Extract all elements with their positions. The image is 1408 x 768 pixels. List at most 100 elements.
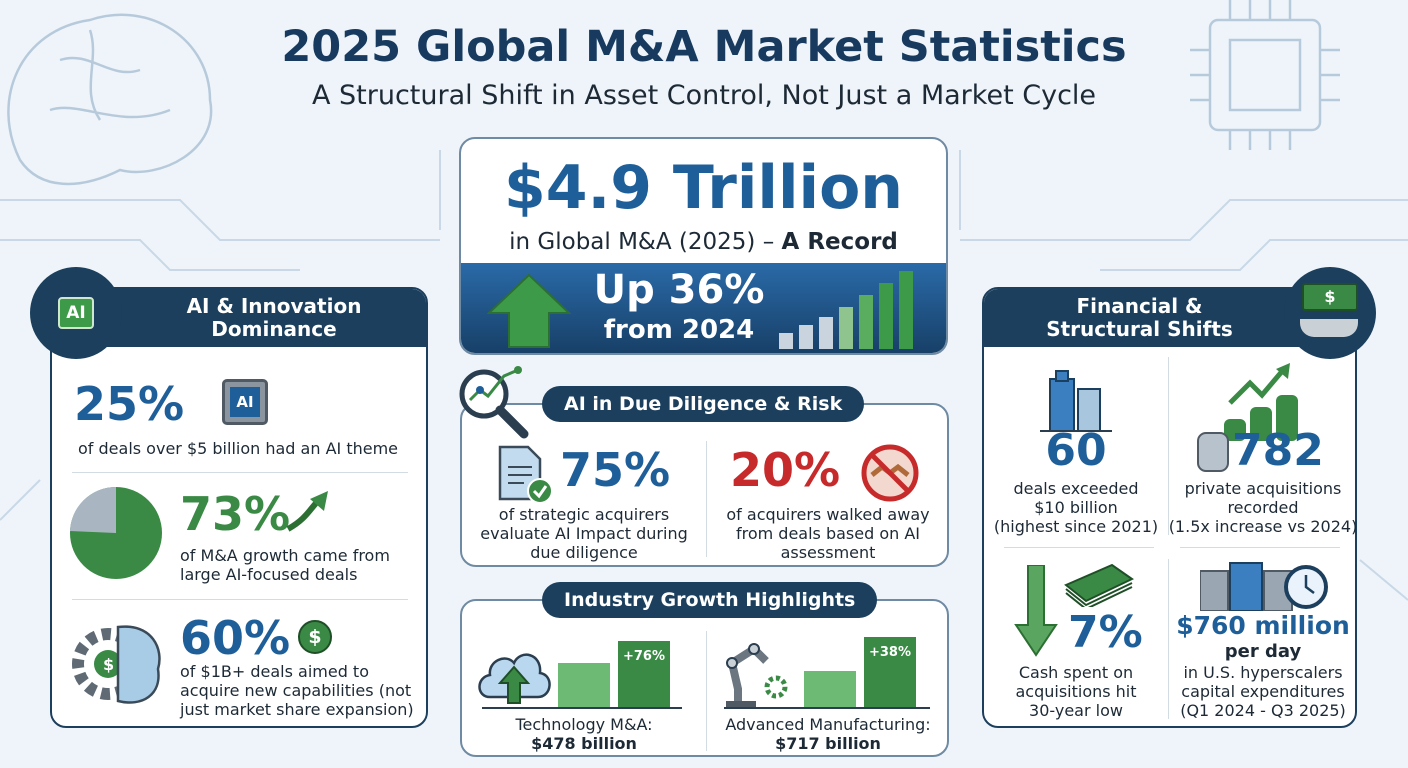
stat-75-line2: evaluate AI Impact during <box>480 524 688 543</box>
stat-75-line1: of strategic acquirers <box>498 505 670 524</box>
due-diligence-card: 75% of strategic acquirers evaluate AI I… <box>460 403 949 567</box>
stat-73-value: 73% <box>180 487 291 541</box>
ai-panel-title-1: AI & Innovation <box>186 294 362 318</box>
stat-760-line1: in U.S. hyperscalers <box>1183 663 1343 682</box>
stat-73-text: of M&A growth came from large AI-focused… <box>180 546 390 584</box>
stat-7-value: 7% <box>1068 607 1143 658</box>
up-arrow-icon <box>487 273 571 348</box>
robot-arm-icon <box>726 643 788 707</box>
stat-760-line2: capital expenditures <box>1181 682 1345 701</box>
stat-60-deals-line3: (highest since 2021) <box>993 517 1159 536</box>
pie-chart-icon <box>70 486 162 579</box>
cloud-upload-icon <box>478 653 551 704</box>
stat-760-line3: (Q1 2024 - Q3 2025) <box>1180 701 1346 720</box>
stat-760-text: in U.S. hyperscalers capital expenditure… <box>1168 663 1358 720</box>
stat-60-value: 60% <box>180 611 291 665</box>
svg-text:$: $ <box>103 655 114 674</box>
due-diligence-title: AI in Due Diligence & Risk <box>542 386 865 422</box>
stat-60-text: of $1B+ deals aimed to acquire new capab… <box>180 662 414 719</box>
mfg-bar-2025: +38% <box>864 637 916 707</box>
data-center-clock-icon <box>1200 562 1328 611</box>
financial-shifts-panel: Financial & Structural Shifts $ 60 deals… <box>982 267 1376 728</box>
no-handshake-icon <box>861 444 919 502</box>
stat-60-deals-text: deals exceeded $10 billion (highest sinc… <box>984 479 1168 536</box>
stat-20-value: 20% <box>730 443 841 497</box>
divider <box>1168 559 1169 719</box>
stat-60-deals-line2: $10 billion <box>1034 498 1118 517</box>
stat-73-line1: of M&A growth came from <box>180 546 390 565</box>
tech-bar-2025: +76% <box>618 641 670 707</box>
stat-760-sub: per day <box>1224 641 1302 662</box>
hero-caption-text: in Global M&A (2025) – <box>509 229 782 255</box>
coins-growth-icon <box>1224 363 1298 441</box>
stat-7-line2: acquisitions hit <box>1015 682 1137 701</box>
stat-782-text: private acquisitions recorded (1.5x incr… <box>1168 479 1358 536</box>
skyscrapers-icon <box>1040 370 1112 432</box>
stat-20-line3: assessment <box>780 543 876 562</box>
stat-782-line3: (1.5x increase vs 2024) <box>1168 517 1358 536</box>
tech-bar-2024 <box>558 663 610 707</box>
ai-chip-label: AI <box>230 387 260 417</box>
stat-7-line3: 30-year low <box>1029 701 1123 720</box>
ai-circuit-badge-icon: AI <box>30 267 122 359</box>
ai-chip-icon: AI <box>222 379 268 425</box>
ai-panel-title-2: Dominance <box>211 317 337 341</box>
hero-caption: in Global M&A (2025) – A Record <box>461 229 946 255</box>
divider <box>706 441 707 557</box>
ai-innovation-panel: AI & Innovation Dominance AI 25% AI of d… <box>30 267 428 728</box>
hero-growth-band: Up 36% from 2024 <box>461 263 946 353</box>
trend-up-arrow-icon <box>286 491 328 532</box>
stat-782-line1: private acquisitions <box>1184 479 1342 498</box>
financial-panel-title-2: Structural Shifts <box>1046 317 1233 341</box>
coin-stack-icon <box>1197 432 1229 472</box>
bar-chart-icon <box>779 271 913 349</box>
hero-value: $4.9 Trillion <box>503 153 904 223</box>
stat-60-deals-line1: deals exceeded <box>1013 479 1139 498</box>
baseline <box>482 707 682 709</box>
gear-brain-icon: $ <box>72 625 161 704</box>
page-subtitle: A Structural Shift in Asset Control, Not… <box>311 80 1097 111</box>
hero-card: $4.9 Trillion in Global M&A (2025) – A R… <box>459 137 948 355</box>
mfg-value: $717 billion <box>775 734 881 753</box>
stat-60-line2: acquire new capabilities (not <box>180 681 412 700</box>
document-check-icon <box>498 445 553 504</box>
divider <box>1004 547 1154 548</box>
stat-73-line2: large AI-focused deals <box>180 565 358 584</box>
baseline <box>724 707 930 709</box>
tech-label: Technology M&A: <box>515 715 653 734</box>
stat-7-line1: Cash spent on <box>1018 663 1134 682</box>
stat-782-line2: recorded <box>1227 498 1299 517</box>
hero-caption-bold: A Record <box>781 229 898 255</box>
stat-75-text: of strategic acquirers evaluate AI Impac… <box>462 505 706 562</box>
financial-panel-title-1: Financial & <box>1076 294 1203 318</box>
divider <box>72 599 408 600</box>
money-hand-icon: $ <box>1284 267 1376 359</box>
growth-subtext: from 2024 <box>603 315 755 345</box>
growth-value: Up 36% <box>593 267 765 313</box>
stat-75-line3: due diligence <box>530 543 638 562</box>
industry-growth-card: +76% Technology M&A: $478 billion +38% A… <box>460 599 949 757</box>
tech-value: $478 billion <box>531 734 637 753</box>
chip-decoration-icon <box>1190 0 1340 150</box>
cash-stack-icon <box>1064 563 1134 607</box>
stat-60-deals-value: 60 <box>1045 425 1107 476</box>
stat-60-line1: of $1B+ deals aimed to <box>180 662 369 681</box>
stat-60-line3: just market share expansion) <box>180 700 414 719</box>
page-title: 2025 Global M&A Market Statistics <box>281 22 1127 72</box>
stat-25-value: 25% <box>74 377 185 431</box>
ai-badge-label: AI <box>58 297 94 329</box>
industry-growth-title: Industry Growth Highlights <box>542 582 878 618</box>
divider <box>1180 547 1340 548</box>
stat-20-text: of acquirers walked away from deals base… <box>706 505 950 562</box>
divider <box>706 631 707 751</box>
stat-25-text: of deals over $5 billion had an AI theme <box>78 439 398 458</box>
down-arrow-icon <box>1014 565 1058 657</box>
stat-20-line1: of acquirers walked away <box>726 505 930 524</box>
mfg-bar-2024 <box>804 671 856 707</box>
stat-20-line2: from deals based on AI <box>735 524 921 543</box>
divider <box>72 472 408 473</box>
brain-decoration-icon <box>7 13 213 186</box>
dollar-coin-icon: $ <box>298 620 332 654</box>
stat-760-value: $760 million <box>1176 611 1350 640</box>
